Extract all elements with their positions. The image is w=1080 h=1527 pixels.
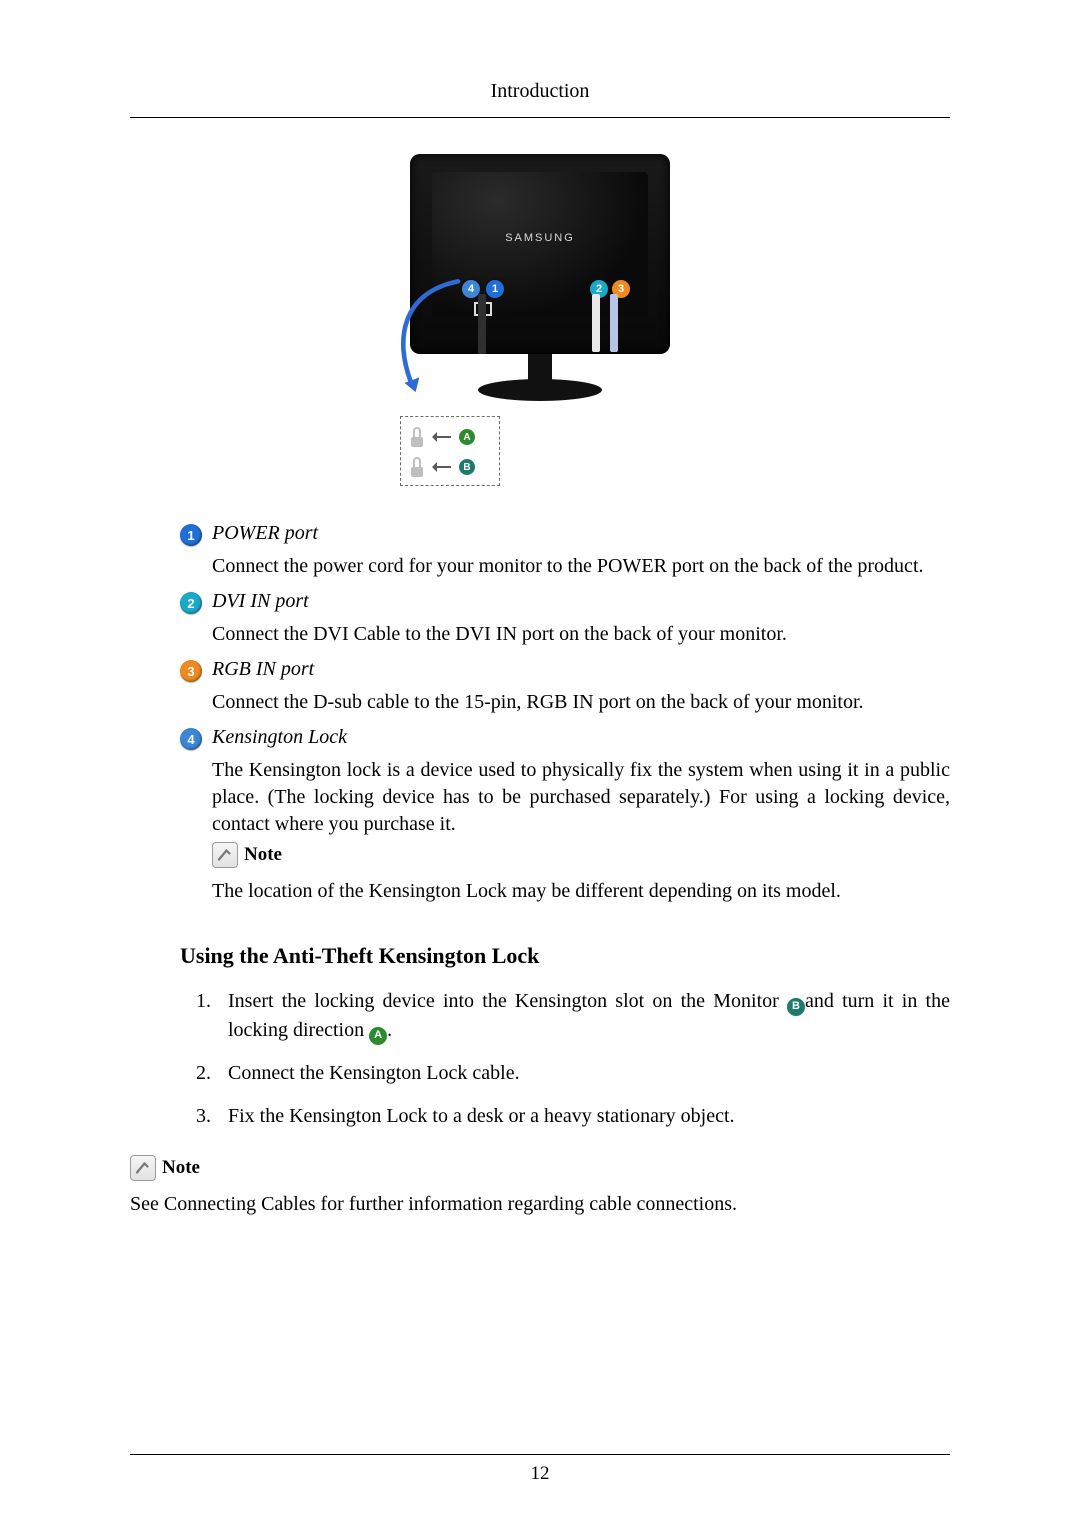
callout-row-b: B bbox=[409, 455, 475, 479]
bottom-note-block: Note See Connecting Cables for further i… bbox=[130, 1155, 950, 1216]
port-badge-2: 2 bbox=[180, 592, 202, 614]
page-footer: 12 bbox=[130, 1454, 950, 1485]
lock-icon bbox=[409, 427, 425, 447]
step-1: Insert the locking device into the Kensi… bbox=[216, 987, 950, 1045]
port-text-2: Connect the DVI Cable to the DVI IN port… bbox=[212, 621, 950, 648]
brand-label: SAMSUNG bbox=[432, 232, 648, 244]
lock-icon bbox=[409, 457, 425, 477]
callout-badge-b: B bbox=[459, 459, 475, 475]
inline-badge-b-label: B bbox=[792, 999, 800, 1015]
dvi-cable bbox=[592, 294, 600, 352]
kensington-note-text: The location of the Kensington Lock may … bbox=[212, 878, 950, 905]
bottom-note-text: See Connecting Cables for further inform… bbox=[130, 1193, 950, 1216]
callout-badge-a-label: A bbox=[463, 432, 470, 443]
port-badge-4-num: 4 bbox=[187, 732, 194, 747]
rgb-cable bbox=[610, 294, 618, 352]
document-page: Introduction SAMSUNG 4 1 2 3 bbox=[0, 0, 1080, 1527]
arrow-left-icon bbox=[433, 466, 451, 468]
port-title-2: DVI IN port bbox=[212, 590, 950, 613]
port-badge-4: 4 bbox=[180, 728, 202, 750]
monitor-stand-base bbox=[478, 379, 602, 401]
note-label: Note bbox=[244, 844, 282, 866]
steps-list: Insert the locking device into the Kensi… bbox=[216, 987, 950, 1131]
port-badge-2-num: 2 bbox=[187, 596, 194, 611]
page-number: 12 bbox=[130, 1463, 950, 1485]
callout-row-a: A bbox=[409, 425, 475, 449]
note-icon bbox=[130, 1155, 156, 1181]
step-2: Connect the Kensington Lock cable. bbox=[216, 1059, 950, 1088]
port-row-4: 4 Kensington Lock The Kensington lock is… bbox=[180, 726, 950, 909]
port-text-1: Connect the power cord for your monitor … bbox=[212, 553, 950, 580]
port-row-2: 2 DVI IN port Connect the DVI Cable to t… bbox=[180, 590, 950, 652]
port-badge-3-num: 3 bbox=[187, 664, 194, 679]
kensington-callout: A B bbox=[400, 416, 500, 486]
callout-badge-b-label: B bbox=[463, 462, 470, 473]
port-title-1: POWER port bbox=[212, 522, 950, 545]
inline-badge-a: A bbox=[369, 1027, 387, 1045]
port-text-4: The Kensington lock is a device used to … bbox=[212, 757, 950, 838]
port-text-3: Connect the D-sub cable to the 15-pin, R… bbox=[212, 689, 950, 716]
step-1-part-a: Insert the locking device into the Kensi… bbox=[228, 990, 787, 1012]
figure-badge-1-label: 1 bbox=[492, 283, 498, 295]
port-title-3: RGB IN port bbox=[212, 658, 950, 681]
step-3: Fix the Kensington Lock to a desk or a h… bbox=[216, 1102, 950, 1131]
port-badge-1: 1 bbox=[180, 524, 202, 546]
inline-badge-a-label: A bbox=[374, 1028, 382, 1044]
port-badge-3: 3 bbox=[180, 660, 202, 682]
step-1-part-c: . bbox=[387, 1019, 392, 1041]
port-definitions: 1 POWER port Connect the power cord for … bbox=[180, 522, 950, 909]
port-row-3: 3 RGB IN port Connect the D-sub cable to… bbox=[180, 658, 950, 720]
kensington-arrow bbox=[390, 274, 480, 394]
figure-badge-1: 1 bbox=[486, 280, 504, 298]
port-badge-1-num: 1 bbox=[187, 528, 194, 543]
footer-rule bbox=[130, 1454, 950, 1455]
note-icon bbox=[212, 842, 238, 868]
header-rule bbox=[130, 117, 950, 118]
note-label: Note bbox=[162, 1157, 200, 1179]
callout-badge-a: A bbox=[459, 429, 475, 445]
arrow-left-icon bbox=[433, 436, 451, 438]
port-title-4: Kensington Lock bbox=[212, 726, 950, 749]
figure-badge-3-label: 3 bbox=[618, 283, 624, 295]
inline-badge-b: B bbox=[787, 998, 805, 1016]
section-heading: Using the Anti-Theft Kensington Lock bbox=[180, 943, 950, 969]
page-header-title: Introduction bbox=[130, 80, 950, 103]
port-row-1: 1 POWER port Connect the power cord for … bbox=[180, 522, 950, 584]
kensington-note: Note bbox=[212, 842, 950, 868]
monitor-figure: SAMSUNG 4 1 2 3 bbox=[400, 154, 680, 494]
